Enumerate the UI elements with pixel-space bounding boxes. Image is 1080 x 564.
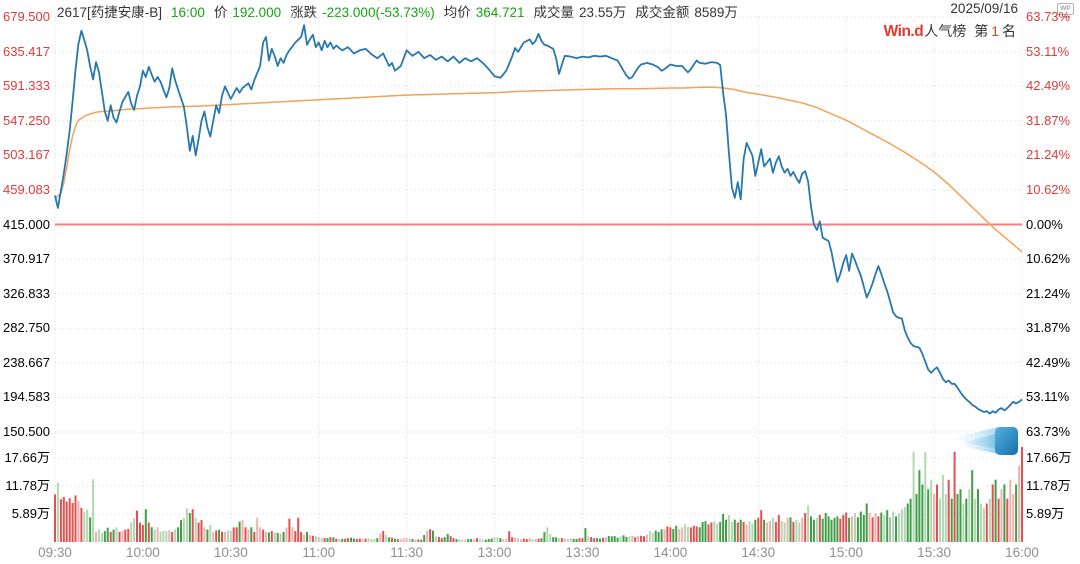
quote-header: 2617[药捷安康-B] 16:00 价 192.000 涨跌 -223.000(-53.… <box>57 1 747 20</box>
price-line <box>54 24 1023 415</box>
volume-tick-label: 11.78万 <box>1026 478 1071 493</box>
price-tick-label: 635.417 <box>3 43 50 59</box>
quote-date: 2025/09/16 <box>950 1 1018 16</box>
time-tick-label: 16:00 <box>1005 545 1039 560</box>
percent-tick-label: 53.11% <box>1026 389 1070 405</box>
time-tick-label: 10:30 <box>213 545 248 560</box>
volume-tick-label: 5.89万 <box>1026 506 1065 521</box>
percent-tick-label: 10.62% <box>1026 251 1071 267</box>
volume-tick-label: 17.66万 <box>4 450 50 465</box>
time-tick-label: 11:30 <box>390 545 424 560</box>
rank-prefix: 第 <box>974 23 989 39</box>
volume-bars <box>54 446 1023 542</box>
popularity-rank-badge[interactable]: Win.d人气榜第 1 名 <box>884 21 1016 41</box>
avg-price-value: 364.721 <box>475 5 525 20</box>
turnover-label: 成交金额 <box>635 5 690 20</box>
wind-wp-watermark-icon: WP <box>1057 3 1076 20</box>
price-tick-label: 415.000 <box>3 216 50 232</box>
price-tick-label: 370.917 <box>3 251 50 267</box>
percent-tick-label: 53.11% <box>1026 43 1070 59</box>
wind-brand-logo: Win.d <box>883 23 924 40</box>
percent-tick-label: 63.73% <box>1026 9 1071 24</box>
percent-tick-label: 31.87% <box>1026 320 1071 336</box>
time-tick-label: 13:00 <box>477 545 512 560</box>
rank-suffix: 名 <box>1002 23 1016 39</box>
percent-tick-label: 42.49% <box>1026 354 1071 370</box>
time-tick-label: 13:30 <box>565 545 600 560</box>
avg-price-line <box>54 86 1023 253</box>
percent-tick-label: 63.73% <box>1026 424 1071 439</box>
price-tick-label: 326.833 <box>3 285 50 301</box>
price-tick-label: 238.667 <box>3 354 50 370</box>
price-tick-label: 150.500 <box>3 424 50 439</box>
volume-value: 23.55万 <box>579 5 627 20</box>
percent-tick-label: 31.87% <box>1026 112 1071 128</box>
volume-tick-label: 11.78万 <box>5 478 50 493</box>
price-tick-label: 547.250 <box>3 112 50 128</box>
price-tick-label: 194.583 <box>3 389 50 405</box>
time-tick-label: 15:00 <box>829 545 864 560</box>
wind-flash-badge-icon <box>948 427 1018 455</box>
time-tick-label: 11:00 <box>302 545 336 560</box>
grid-lines <box>54 16 1023 542</box>
time-tick-label: 15:30 <box>917 545 951 560</box>
rank-list-name: 人气榜 <box>924 23 967 39</box>
price-tick-label: 503.167 <box>3 147 50 163</box>
percent-tick-label: 21.24% <box>1026 285 1071 301</box>
change-value: -223.000(-53.73%) <box>322 5 435 20</box>
time-tick-label: 09:30 <box>38 545 72 560</box>
percent-tick-label: 42.49% <box>1026 78 1071 94</box>
percent-tick-label: 0.00% <box>1026 216 1063 232</box>
symbol-name: 2617[药捷安康-B] <box>57 5 163 20</box>
time-tick-label: 10:00 <box>126 545 160 560</box>
time-tick-label: 14:30 <box>741 545 776 560</box>
time-tick-label: 14:00 <box>653 545 688 560</box>
volume-label: 成交量 <box>533 5 575 20</box>
price-tick-label: 679.500 <box>3 9 50 24</box>
percent-tick-label: 10.62% <box>1026 181 1071 197</box>
price-value: 192.000 <box>232 5 282 20</box>
avg-price-label: 均价 <box>443 5 471 20</box>
rank-number: 1 <box>991 23 999 39</box>
volume-tick-label: 17.66万 <box>1026 450 1072 465</box>
quote-time: 16:00 <box>171 5 205 20</box>
price-tick-label: 591.333 <box>3 78 50 94</box>
change-label: 涨跌 <box>290 5 318 20</box>
price-tick-label: 282.750 <box>3 320 50 336</box>
price-tick-label: 459.083 <box>3 181 50 197</box>
price-label: 价 <box>213 5 228 20</box>
volume-tick-label: 5.89万 <box>11 506 50 521</box>
turnover-value: 8589万 <box>694 5 738 20</box>
percent-tick-label: 21.24% <box>1026 147 1071 163</box>
